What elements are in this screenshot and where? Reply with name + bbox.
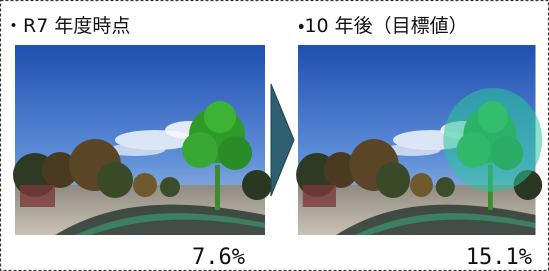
- figure: ・R7 年度時点 ・10 年後（目標値） 7.6% 15.1%: [0, 0, 549, 271]
- panel-title: ・10 年後（目標値）: [298, 15, 468, 37]
- panel-value: 7.6%: [192, 245, 245, 270]
- photo-current: [13, 45, 272, 235]
- page: ・R7 年度時点 ・10 年後（目標値） 7.6% 15.1% (() => {…: [0, 0, 549, 271]
- arrow: [271, 84, 294, 196]
- panel-value: 15.1%: [466, 245, 532, 270]
- panel-title: ・R7 年度時点: [4, 15, 130, 37]
- photo-target: [296, 45, 542, 235]
